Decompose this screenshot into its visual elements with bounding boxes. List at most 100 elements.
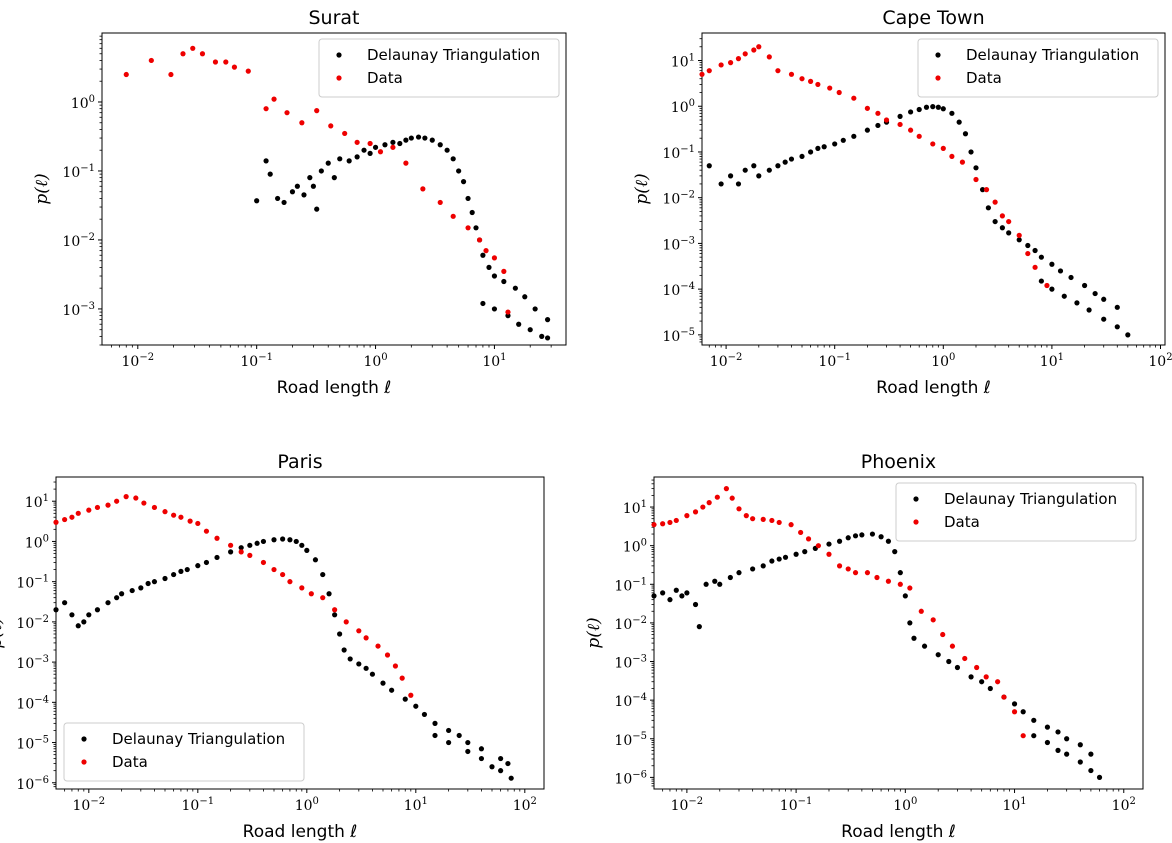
data-point bbox=[402, 696, 408, 702]
data-point bbox=[498, 768, 504, 774]
data-point bbox=[53, 607, 59, 613]
data-point bbox=[105, 600, 111, 606]
data-point bbox=[247, 542, 253, 548]
x-tick-label: 10−2 bbox=[121, 352, 154, 370]
data-point bbox=[382, 142, 388, 148]
x-tick-label: 100 bbox=[893, 796, 917, 814]
y-tick-label: 10−2 bbox=[16, 614, 49, 632]
data-point bbox=[852, 533, 859, 539]
data-point bbox=[750, 516, 756, 522]
data-point bbox=[94, 504, 101, 511]
data-point bbox=[397, 140, 403, 147]
data-point bbox=[769, 517, 775, 524]
data-point bbox=[992, 218, 998, 225]
data-point bbox=[331, 175, 337, 181]
data-point bbox=[354, 154, 360, 160]
data-point bbox=[935, 104, 941, 110]
data-point bbox=[432, 720, 438, 726]
data-point bbox=[421, 711, 428, 718]
data-point bbox=[171, 571, 177, 578]
data-point bbox=[999, 213, 1005, 219]
data-point bbox=[821, 144, 827, 150]
legend-frame bbox=[63, 722, 305, 782]
y-tick-label: 10−6 bbox=[16, 775, 49, 793]
legend-label: Data bbox=[112, 753, 148, 771]
data-point bbox=[923, 104, 930, 110]
chart-cape-town: Cape Town Road length ℓ p(ℓ) 10−2 10−1 100 101… bbox=[632, 7, 1172, 398]
data-point bbox=[178, 514, 184, 520]
y-axis-label: p(ℓ) bbox=[0, 617, 6, 648]
data-point bbox=[129, 587, 135, 594]
data-point bbox=[380, 680, 386, 686]
data-point bbox=[199, 51, 206, 57]
data-point bbox=[940, 106, 946, 112]
data-point bbox=[851, 133, 857, 139]
x-axis-label: Road length ℓ bbox=[277, 378, 392, 398]
data-point bbox=[1077, 742, 1083, 748]
data-point bbox=[1020, 709, 1026, 715]
data-point bbox=[742, 51, 748, 57]
data-point bbox=[1049, 286, 1055, 292]
data-point bbox=[308, 591, 314, 597]
x-tick-label: 100 bbox=[363, 352, 387, 370]
data-point bbox=[178, 568, 184, 574]
data-point bbox=[992, 199, 998, 205]
data-point bbox=[1031, 733, 1037, 739]
data-point bbox=[347, 656, 353, 662]
data-point bbox=[346, 158, 352, 164]
data-point bbox=[271, 566, 277, 573]
data-point bbox=[878, 534, 884, 540]
data-point bbox=[776, 556, 782, 562]
data-point bbox=[985, 205, 991, 211]
data-point bbox=[123, 71, 129, 78]
data-point bbox=[775, 163, 781, 169]
data-point bbox=[263, 158, 269, 164]
data-point bbox=[114, 595, 120, 601]
data-point bbox=[228, 549, 234, 555]
data-point bbox=[930, 141, 936, 147]
data-point bbox=[437, 199, 443, 206]
data-point bbox=[337, 156, 343, 162]
data-point bbox=[946, 658, 952, 665]
data-point bbox=[1044, 739, 1051, 746]
data-point bbox=[392, 663, 399, 669]
data-point bbox=[815, 81, 821, 88]
data-point bbox=[782, 554, 789, 560]
data-point bbox=[897, 121, 903, 128]
data-point bbox=[203, 559, 210, 566]
series-delaunay-triangulation bbox=[53, 536, 514, 781]
data-point bbox=[660, 521, 666, 527]
data-point bbox=[284, 110, 290, 116]
chart-surat: Surat Road length ℓ p(ℓ) 10−2 10−1 100 101 10−3… bbox=[32, 7, 567, 398]
data-point bbox=[299, 585, 305, 591]
x-tick-label: 10−2 bbox=[73, 796, 106, 814]
data-point bbox=[361, 147, 367, 153]
data-point bbox=[267, 171, 273, 177]
plot-area bbox=[653, 476, 1144, 790]
data-point bbox=[342, 130, 348, 137]
data-point bbox=[892, 549, 898, 555]
data-point bbox=[105, 502, 111, 508]
legend-frame bbox=[318, 38, 560, 98]
data-point bbox=[294, 183, 300, 189]
data-point bbox=[320, 571, 326, 578]
x-tick-label: 102 bbox=[1148, 352, 1172, 370]
data-point bbox=[320, 595, 326, 601]
data-point bbox=[1032, 247, 1038, 254]
data-point bbox=[478, 746, 485, 752]
legend-marker bbox=[81, 759, 87, 765]
data-point bbox=[228, 542, 234, 548]
data-point bbox=[299, 120, 305, 126]
data-point bbox=[356, 628, 362, 634]
data-point bbox=[190, 45, 196, 51]
legend-marker bbox=[935, 52, 941, 58]
data-point bbox=[921, 643, 928, 649]
data-point bbox=[271, 96, 277, 102]
chart-title: Cape Town bbox=[882, 7, 984, 29]
data-point bbox=[486, 264, 492, 270]
data-point bbox=[403, 137, 409, 143]
data-point bbox=[367, 140, 373, 147]
data-point bbox=[875, 122, 881, 129]
data-point bbox=[907, 620, 913, 626]
y-tick-label: 101 bbox=[671, 53, 695, 71]
